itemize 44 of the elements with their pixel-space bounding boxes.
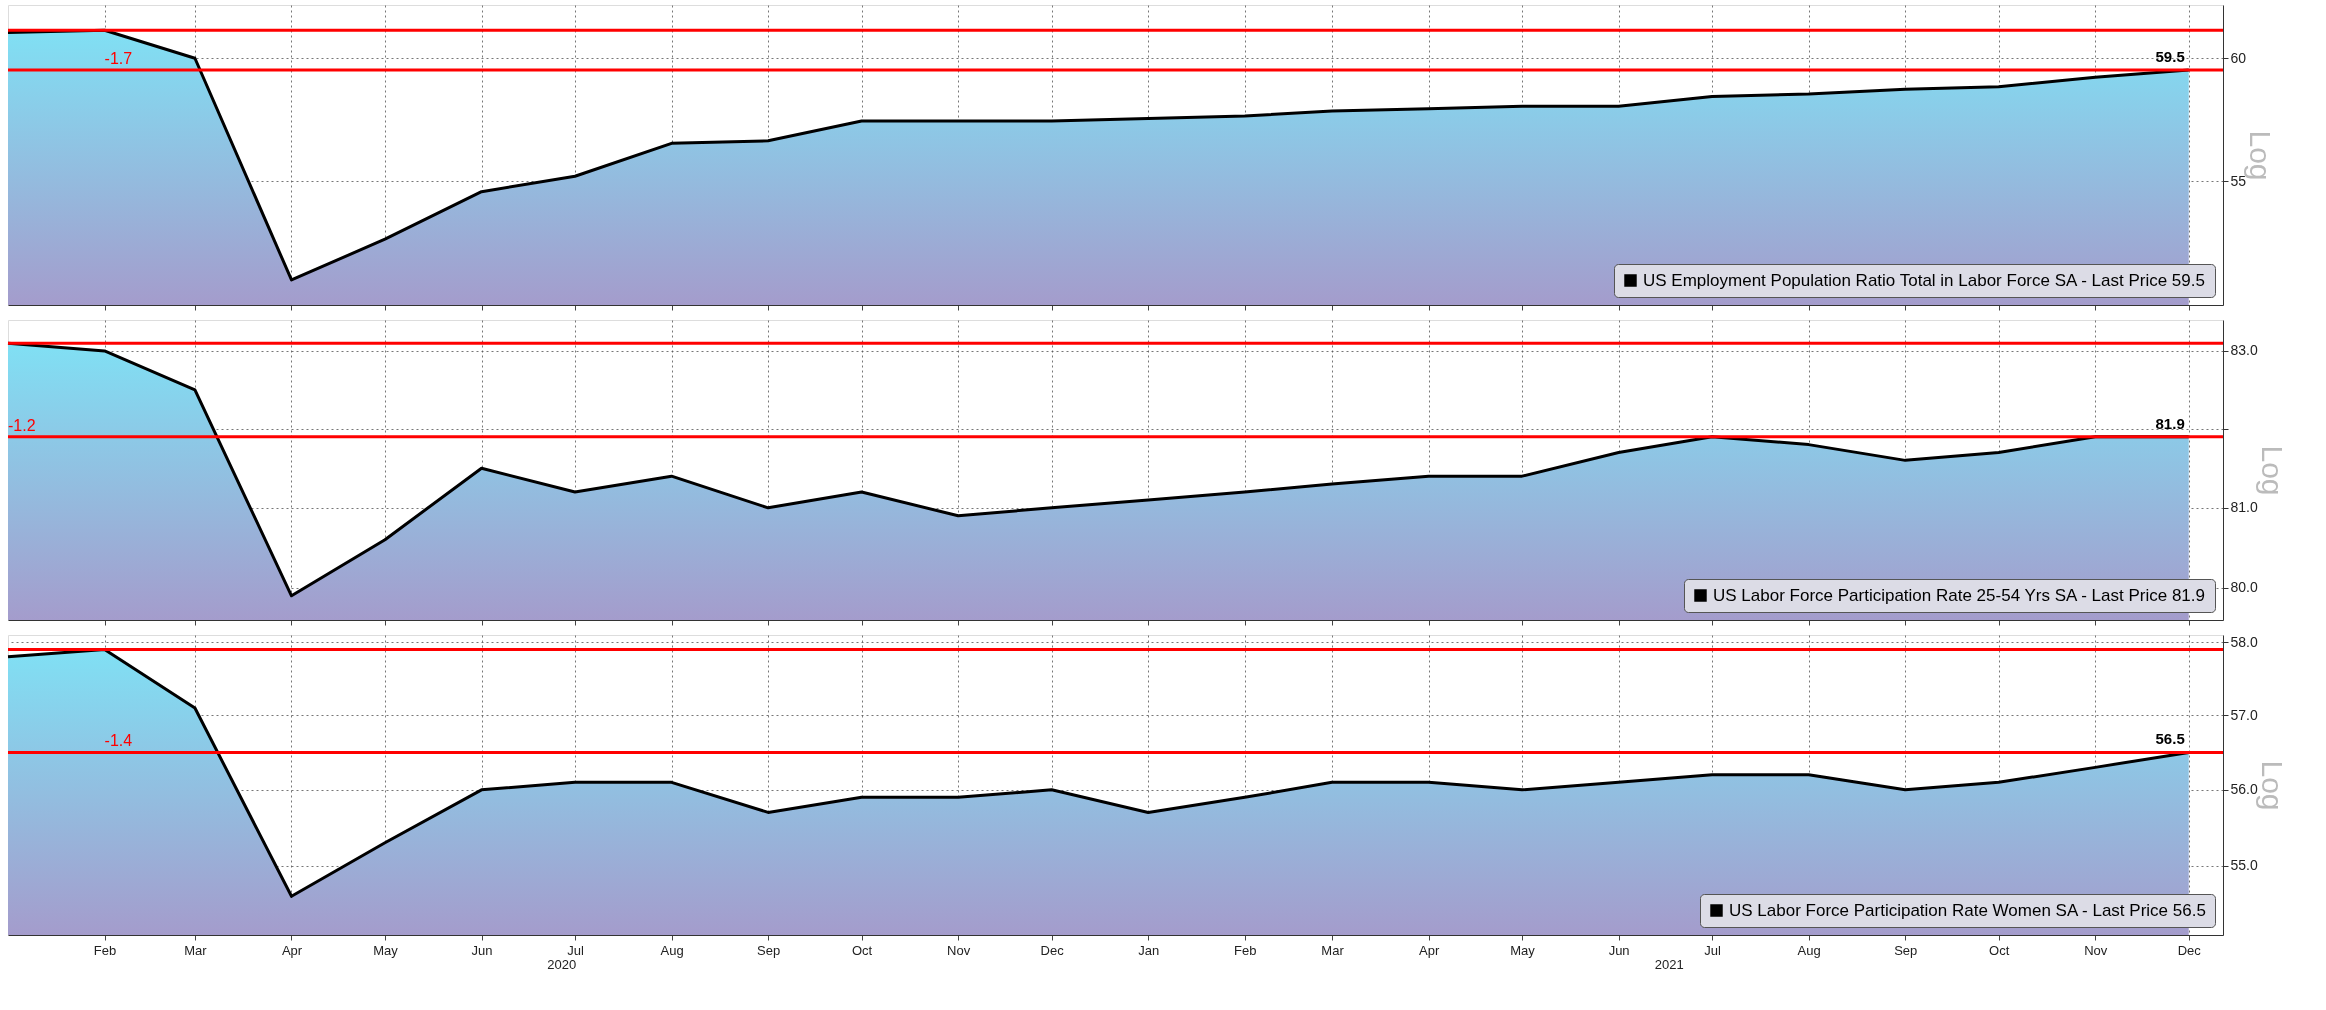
- data-label: 56.5: [2155, 730, 2185, 748]
- x-tick-label: Jul: [567, 942, 584, 958]
- annotation: -1.7: [104, 50, 133, 68]
- x-tick-label: Dec: [2177, 942, 2202, 958]
- legend-label: US Labor Force Participation Rate 25-54 Yrs SA - Last Price 81.9: [1713, 585, 2205, 605]
- data-label: 59.5: [2155, 48, 2185, 66]
- annotation: -1.4: [104, 732, 133, 750]
- text: 2021: [1654, 957, 1684, 972]
- y-tick-label: 55.0: [2230, 857, 2258, 874]
- x-tick-label: Apr: [281, 942, 303, 958]
- legend-label: US Employment Population Ratio Total in Labor Force SA - Last Price 59.5: [1643, 270, 2205, 290]
- y-tick-label: 58.0: [2230, 633, 2258, 650]
- data-label: 81.9: [2155, 414, 2185, 432]
- x-tick-label: Jun: [471, 942, 493, 958]
- y-axis-title: Log: [2255, 760, 2289, 811]
- x-tick-label: Mar: [184, 942, 208, 958]
- x-tick-label: Aug: [1797, 942, 1821, 958]
- x-tick-label: Mar: [1321, 942, 1345, 958]
- x-tick-label: Jul: [1704, 942, 1721, 958]
- x-tick-label: Nov: [947, 942, 971, 958]
- x-tick-label: Jan: [1138, 942, 1160, 958]
- y-axis-title: Log: [2255, 445, 2289, 496]
- legend-label: US Labor Force Participation Rate Women SA - Last Price 56.5: [1729, 900, 2206, 920]
- text: 2020: [547, 957, 577, 972]
- x-tick-label: Sep: [1894, 942, 1918, 958]
- x-tick-label: Dec: [1040, 942, 1065, 958]
- x-tick-label: Aug: [660, 942, 684, 958]
- x-tick-label: Feb: [1234, 942, 1257, 958]
- x-tick-label: Oct: [851, 942, 873, 958]
- x-tick-label: Jun: [1608, 942, 1630, 958]
- y-tick-label: 80.0: [2230, 579, 2258, 596]
- y-tick-label: 83.0: [2230, 342, 2258, 359]
- x-tick-label: May: [373, 942, 399, 958]
- x-tick-label: Feb: [93, 942, 117, 958]
- y-tick-label: 56.0: [2230, 781, 2258, 798]
- x-tick-label: Nov: [2084, 942, 2108, 958]
- x-tick-label: May: [1510, 942, 1536, 958]
- y-tick-label: 81.0: [2230, 499, 2258, 516]
- y-tick-label: 57.0: [2230, 706, 2258, 723]
- annotation: -1.2: [8, 416, 36, 434]
- x-tick-label: Apr: [1418, 942, 1440, 958]
- x-tick-label: Sep: [757, 942, 781, 958]
- x-tick-label: Oct: [1989, 942, 2010, 958]
- y-tick-label: 60: [2230, 49, 2247, 66]
